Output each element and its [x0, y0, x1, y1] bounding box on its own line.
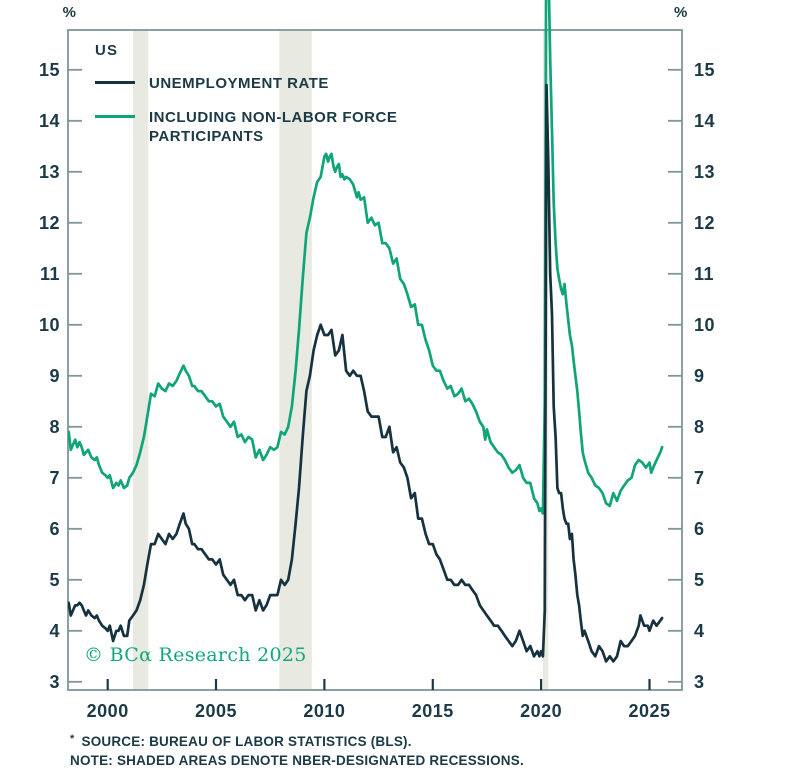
y-axis-label-left: 8 [49, 416, 60, 437]
footnotes: * SOURCE: BUREAU OF LABOR STATISTICS (BLS… [70, 730, 524, 770]
x-axis-label: 2005 [194, 701, 238, 721]
y-axis-label-right: 13 [694, 161, 716, 182]
copyright-text: © BCα Research 2025 [84, 644, 307, 666]
y-axis-label-left: 3 [49, 671, 60, 692]
note-footnote: NOTE: SHADED AREAS DENOTE NBER-DESIGNATE… [70, 753, 524, 768]
x-axis-label: 2015 [411, 701, 454, 721]
y-axis-label-left: 11 [39, 263, 60, 284]
y-axis-label-left: 12 [38, 212, 60, 233]
legend-label: INCLUDING NON-LABOR FORCE PARTICIPANTS [149, 109, 398, 145]
x-axis-label: 2020 [520, 701, 563, 721]
legend-label: UNEMPLOYMENT RATE [149, 75, 329, 92]
y-axis-label-right: 5 [694, 569, 705, 590]
y-axis-label-left: 13 [38, 161, 60, 182]
y-axis-label-left: 14 [38, 110, 60, 131]
y-axis-label-right: 7 [694, 467, 705, 488]
y-axis-label-left: 10 [38, 314, 60, 335]
y-axis-label-right: 6 [694, 518, 705, 539]
x-axis-label: 2010 [303, 701, 346, 721]
y-axis-label-left: 7 [49, 467, 60, 488]
y-axis-label-left: 5 [49, 569, 60, 590]
legend-entry-unemployment-rate: UNEMPLOYMENT RATE [95, 74, 397, 93]
y-axis-unit-right: % [674, 4, 688, 21]
footnote-asterisk: * [70, 733, 75, 745]
y-axis-label-right: 8 [694, 416, 705, 437]
y-axis-label-right: 11 [694, 263, 715, 284]
plot-frame [67, 29, 683, 691]
y-axis-label-left: 6 [49, 518, 60, 539]
y-axis-label-left: 9 [49, 365, 60, 386]
x-axis-label: 2000 [86, 701, 129, 721]
y-axis-label-right: 4 [694, 620, 705, 641]
line-swatch-dark [95, 81, 135, 84]
source-footnote-text: SOURCE: BUREAU OF LABOR STATISTICS (BLS)… [81, 734, 412, 749]
y-axis-label-right: 9 [694, 365, 705, 386]
series-line-including-nonparticipants [68, 0, 664, 515]
x-axis-label: 2025 [628, 701, 671, 721]
y-axis-label-right: 14 [694, 110, 716, 131]
y-axis-label-left: 15 [38, 59, 60, 80]
legend-entry-including-nonparticipants: INCLUDING NON-LABOR FORCE PARTICIPANTS [95, 108, 397, 146]
y-axis-unit-left: % [62, 4, 76, 21]
y-axis-label-right: 3 [694, 671, 705, 692]
series-line-unemployment-rate [68, 83, 664, 663]
source-footnote: * SOURCE: BUREAU OF LABOR STATISTICS (BLS… [70, 730, 524, 751]
y-axis-label-left: 4 [49, 620, 60, 641]
y-axis-label-right: 12 [694, 212, 716, 233]
y-axis-label-right: 15 [694, 59, 716, 80]
y-axis-label-right: 10 [694, 314, 716, 335]
line-swatch-green [95, 115, 135, 118]
legend: US UNEMPLOYMENT RATE INCLUDING NON-LABOR… [95, 42, 397, 146]
recession-band [133, 30, 149, 690]
legend-title: US [95, 42, 119, 59]
